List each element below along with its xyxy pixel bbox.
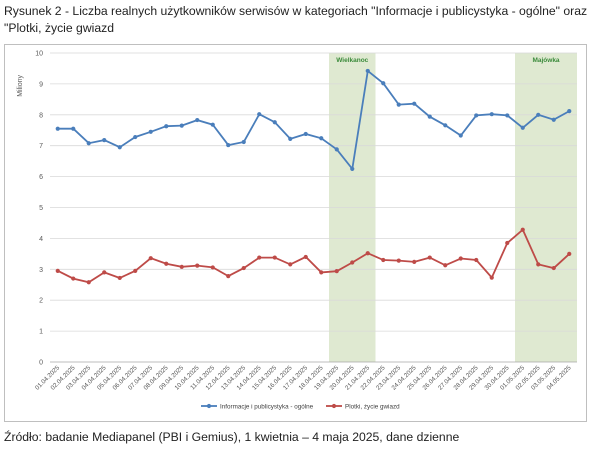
series-lines [55,68,572,285]
data-point [350,260,355,265]
data-point [381,257,386,263]
data-point [319,136,324,141]
band-label: Majówka [532,57,559,64]
x-axis: 01.04.202502.04.202503.04.202504.04.2025… [34,364,573,392]
data-point [443,123,448,128]
y-axis: 0 1 2 3 4 5 6 7 8 9 10 [35,51,43,367]
data-point [458,256,463,261]
data-point [288,136,293,142]
chart-container: Wielkanoc Majówka 0 1 2 3 4 5 6 7 8 9 10 Miliony 01… [4,44,587,422]
data-point [164,261,169,266]
data-point [55,268,60,273]
data-point [117,145,122,150]
data-point [567,108,572,114]
data-point [179,264,184,269]
data-point [210,122,215,127]
data-point [536,262,541,267]
y-tick-label: 1 [39,329,43,336]
series-line-1 [57,228,570,284]
data-point [133,268,138,273]
data-point [443,263,448,268]
data-point [319,270,324,275]
legend: Informacje i publicystyka - ogólne Plotki… [201,403,400,410]
data-point [412,259,417,264]
data-point [567,251,572,256]
data-point [86,280,91,285]
data-point [257,255,262,260]
data-point [396,102,401,107]
y-tick-label: 2 [39,298,43,305]
data-point [334,147,339,152]
data-point [520,125,525,130]
data-point [117,275,122,281]
data-point [505,113,510,118]
data-point [474,113,479,118]
source-note: Źródło: badanie Mediapanel (PBI i Gemius… [4,430,460,444]
y-tick-label: 10 [35,51,43,58]
data-point [334,269,339,274]
data-point [288,262,293,267]
legend-entry: Plotki, życie gwiazd [345,403,400,410]
data-point [272,120,277,125]
figure-title: Rysunek 2 - Liczba realnych użytkowników… [4,4,588,35]
data-point [86,141,91,146]
legend-entry: Informacje i publicystyka - ogólne [220,403,314,410]
data-point [412,101,417,106]
y-tick-label: 6 [39,174,43,181]
y-tick-label: 3 [39,267,43,274]
data-point [505,240,510,246]
y-tick-label: 8 [39,112,43,119]
data-point [241,139,246,145]
data-point [102,138,107,143]
data-point [71,126,76,131]
series-line-0 [57,69,570,172]
data-point [210,265,215,270]
data-point [381,81,386,86]
data-point [520,227,525,232]
data-point [551,265,556,271]
data-point [427,255,432,260]
gridlines [50,52,577,363]
data-point [350,166,355,171]
y-tick-label: 4 [39,236,43,243]
data-point [148,256,153,261]
data-point [396,258,401,263]
data-point [133,134,138,140]
data-point [427,114,432,119]
data-point [102,270,107,275]
data-point [257,112,262,117]
data-point [55,126,60,131]
y-axis-label: Miliony [17,75,24,97]
data-point [148,129,153,134]
data-point [474,257,479,263]
data-point [226,142,231,148]
data-point [303,254,308,260]
data-point [551,117,556,122]
data-point [226,273,231,279]
y-tick-label: 0 [39,360,43,367]
band-label: Wielkanoc [336,57,368,64]
y-tick-label: 5 [39,205,43,212]
data-point [179,123,184,128]
data-point [303,131,308,137]
data-point [195,263,200,268]
legend-swatch-marker [206,403,212,409]
data-point [489,112,494,117]
y-tick-label: 9 [39,81,43,88]
data-point [365,251,370,256]
y-tick-label: 7 [39,143,43,150]
data-point [365,68,370,74]
data-point [536,112,541,117]
data-point [164,124,169,129]
data-point [272,255,277,260]
data-point [489,275,494,280]
data-point [241,265,246,271]
data-point [71,276,76,281]
legend-swatch-marker [331,403,337,409]
data-point [458,133,463,138]
data-point [195,117,200,123]
line-chart: Wielkanoc Majówka 0 1 2 3 4 5 6 7 8 9 10 Miliony 01… [17,51,577,410]
